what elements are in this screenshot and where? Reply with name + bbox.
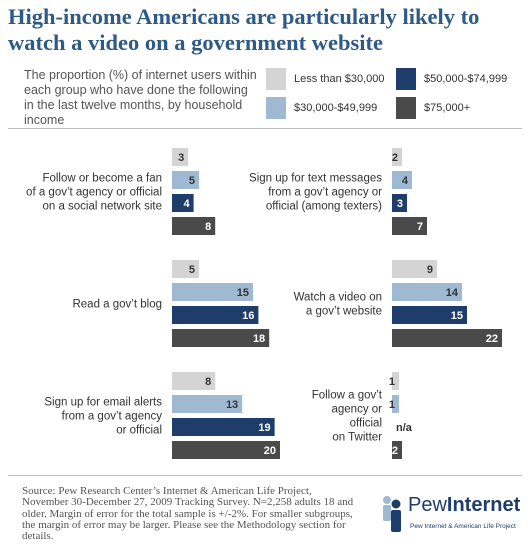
bar-value-label-right-panel-5-series-2: n/a [396, 422, 413, 434]
legend-item-75k-plus: $75,000+ [396, 97, 470, 119]
category-label-right-panel-5-line-0: Follow a gov’t [312, 390, 383, 402]
bar-value-label-left-panel-2-series-3: 20 [264, 445, 276, 457]
category-label-right-panel-3-line-1: from a gov’t agency or [268, 187, 382, 199]
bar-left-panel-1-series-0 [172, 260, 199, 278]
bar-value-label-right-panel-3-series-0: 2 [392, 152, 398, 164]
logo-word-pew: Pew [408, 494, 447, 516]
category-label-right-panel-3-line-2: official (among texters) [266, 201, 382, 213]
bar-right-panel-3-series-0 [392, 148, 402, 166]
category-label-right-panel-4-line-1: a gov’t website [306, 306, 382, 318]
source-note: Source: Pew Research Center’s Internet &… [22, 485, 354, 543]
bar-right-panel-3-series-1 [392, 171, 412, 189]
bar-value-label-right-panel-4-series-0: 9 [427, 264, 433, 276]
bar-right-panel-4-series-2 [392, 306, 467, 324]
category-label-right-panel-4-line-0: Watch a video on [294, 292, 382, 304]
bar-value-label-left-panel-0-series-3: 8 [205, 221, 211, 233]
category-label-left-panel-0-line-1: of a gov’t agency or official [26, 187, 162, 199]
bar-value-label-left-panel-0-series-1: 5 [189, 175, 195, 187]
bar-right-panel-5-series-1 [392, 395, 399, 413]
bar-value-label-left-panel-1-series-3: 18 [253, 333, 265, 345]
bar-value-label-right-panel-4-series-1: 14 [446, 287, 459, 299]
bar-left-panel-1-series-1 [172, 283, 253, 301]
bar-value-label-right-panel-3-series-2: 3 [397, 198, 403, 210]
bar-left-panel-0-series-2 [172, 194, 194, 212]
bar-value-label-right-panel-3-series-1: 4 [402, 175, 409, 187]
logo-people-icon [383, 496, 401, 532]
legend-label-50k-75k: $50,000-$74,999 [424, 73, 508, 85]
legend-item-less-than-30k: Less than $30,000 [266, 68, 385, 90]
bar-left-panel-1-series-3 [172, 329, 270, 347]
category-label-left-panel-2-line-0: Sign up for email alerts [44, 397, 162, 409]
bar-left-panel-2-series-1 [172, 395, 243, 413]
bar-value-label-left-panel-2-series-1: 13 [226, 399, 238, 411]
chart-title: High-income Americans are particularly l… [8, 4, 524, 56]
chart-title-line-1: High-income Americans are particularly l… [8, 4, 480, 29]
bar-value-label-right-panel-3-series-3: 7 [417, 221, 423, 233]
category-label-right-panel-5-line-1: agency or [331, 404, 382, 416]
bar-value-label-right-panel-5-series-3: 2 [392, 445, 398, 457]
bar-right-panel-5-series-3 [392, 441, 402, 459]
category-label-left-panel-2-line-2: or official [116, 425, 162, 437]
category-label-left-panel-0-line-2: on a social network site [42, 201, 162, 213]
divider-bottom [8, 475, 522, 476]
bar-value-label-right-panel-4-series-2: 15 [451, 310, 463, 322]
bar-value-label-left-panel-2-series-0: 8 [205, 376, 211, 388]
bar-right-panel-4-series-0 [392, 260, 437, 278]
bar-value-label-right-panel-5-series-0: 1 [389, 376, 395, 388]
category-label-left-panel-2-line-1: from a gov’t agency [62, 411, 163, 423]
chart-subtitle: The proportion (%) of internet users wit… [24, 68, 257, 127]
legend-swatch-less-than-30k [266, 68, 286, 90]
bar-value-label-left-panel-0-series-0: 3 [178, 152, 184, 164]
bar-right-panel-4-series-1 [392, 283, 462, 301]
bar-value-label-right-panel-5-series-1: 1 [389, 399, 395, 411]
legend-label-less-than-30k: Less than $30,000 [294, 73, 385, 85]
bar-right-panel-5-series-0 [392, 372, 399, 390]
bar-value-label-right-panel-4-series-3: 22 [486, 333, 498, 345]
legend-label-75k-plus: $75,000+ [424, 102, 471, 114]
legend-item-30k-50k: $30,000-$49,999 [266, 97, 377, 119]
bar-value-label-left-panel-1-series-0: 5 [189, 264, 195, 276]
legend-swatch-75k-plus [396, 97, 416, 119]
logo-tagline: Pew Internet & American Life Project [410, 523, 516, 530]
category-label-left-panel-1-line-0: Read a gov’t blog [72, 299, 162, 311]
bar-left-panel-0-series-0 [172, 148, 189, 166]
category-label-right-panel-5-line-2: official [350, 418, 382, 430]
legend: Less than $30,000 $30,000-$49,999 $50,00… [266, 68, 530, 128]
bar-left-panel-1-series-2 [172, 306, 259, 324]
category-label-right-panel-3-line-0: Sign up for text messages [249, 173, 382, 185]
category-label-left-panel-0-line-0: Follow or become a fan [42, 173, 162, 185]
chart-title-line-2: watch a video on a government website [8, 30, 383, 55]
bar-left-panel-2-series-0 [172, 372, 216, 390]
bar-left-panel-0-series-3 [172, 217, 216, 235]
legend-swatch-30k-50k [266, 97, 286, 119]
legend-item-50k-75k: $50,000-$74,999 [396, 68, 507, 90]
bar-right-panel-4-series-3 [392, 329, 502, 347]
category-label-right-panel-5-line-3: on Twitter [332, 432, 382, 444]
bar-right-panel-3-series-2 [392, 194, 407, 212]
bar-value-label-left-panel-1-series-2: 16 [242, 310, 254, 322]
bar-value-label-left-panel-2-series-2: 19 [258, 422, 270, 434]
legend-label-30k-50k: $30,000-$49,999 [294, 102, 378, 114]
bar-value-label-left-panel-0-series-2: 4 [183, 198, 190, 210]
bar-left-panel-0-series-1 [172, 171, 199, 189]
logo-word-internet: Internet [446, 494, 521, 516]
bar-left-panel-2-series-3 [172, 441, 280, 459]
bar-right-panel-3-series-3 [392, 217, 427, 235]
bar-left-panel-2-series-2 [172, 418, 275, 436]
logo-wordmark: PewInternet [408, 494, 520, 517]
bar-value-label-left-panel-1-series-1: 15 [237, 287, 249, 299]
pew-internet-logo: PewInternet Pew Internet & American Life… [378, 494, 524, 538]
legend-swatch-50k-75k [396, 68, 416, 90]
divider-top [8, 128, 522, 129]
